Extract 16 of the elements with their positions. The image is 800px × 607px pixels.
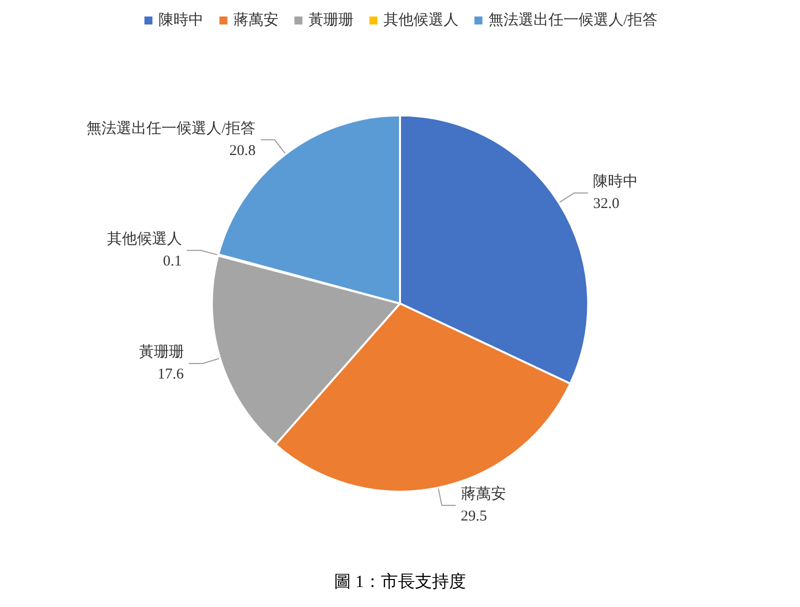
slice-label: 蔣萬安 (460, 485, 506, 502)
legend-label: 陳時中 (158, 12, 204, 28)
data-label: 0.1 (163, 253, 182, 270)
data-label: 20.8 (229, 142, 256, 159)
data-label: 29.5 (460, 508, 488, 524)
data-label: 17.6 (158, 366, 184, 383)
slice-label: 無法選出任一候選人/拒答 (86, 120, 256, 137)
legend-label: 其他候選人 (383, 12, 458, 28)
text: 圖 1：市長支持度 (334, 572, 466, 591)
legend-label: 黃珊珊 (308, 12, 354, 28)
slice-label: 陳時中 (593, 173, 638, 190)
legend-label: 蔣萬安 (233, 12, 278, 28)
legend-label: 無法選出任一候選人/拒答 (488, 12, 658, 28)
data-label: 32.0 (593, 196, 620, 212)
slice-label: 黃珊珊 (138, 344, 184, 361)
slice-label: 其他候選人 (106, 230, 182, 248)
